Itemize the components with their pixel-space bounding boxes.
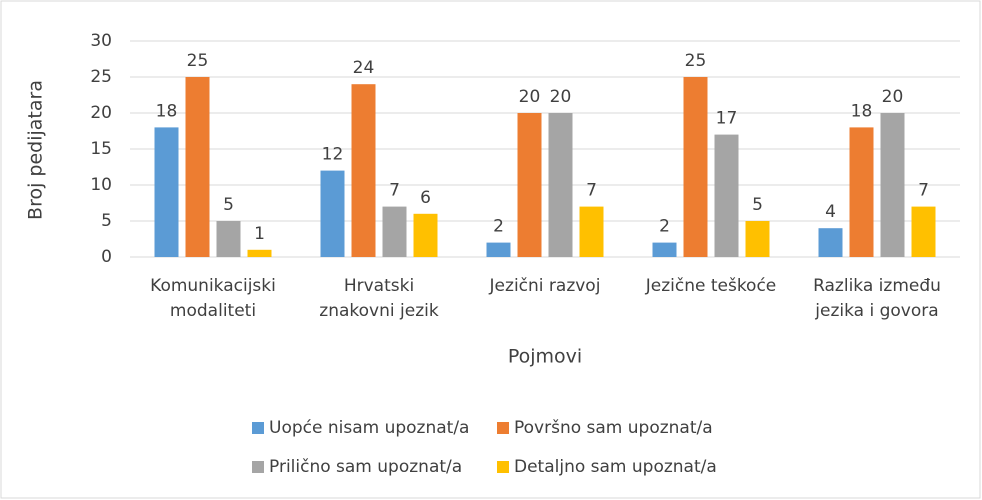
legend-label: Detaljno sam upoznat/a — [514, 457, 717, 477]
bar — [548, 113, 573, 257]
bar — [745, 221, 770, 257]
bar — [351, 84, 376, 257]
legend-swatch — [497, 422, 509, 434]
x-tick-label: Jezične teškoće — [645, 276, 777, 296]
data-label: 5 — [752, 195, 763, 215]
bar — [154, 127, 179, 258]
data-label: 20 — [550, 87, 572, 107]
legend-label: Uopće nisam upoznat/a — [269, 418, 469, 438]
legend-swatch — [497, 461, 509, 473]
data-label: 2 — [659, 217, 670, 237]
y-tick-label: 20 — [90, 103, 112, 123]
y-tick-label: 30 — [90, 31, 112, 51]
data-label: 7 — [389, 181, 400, 201]
bar — [320, 170, 345, 257]
legend-label: Prilično sam upoznat/a — [269, 457, 462, 477]
data-label: 20 — [519, 87, 541, 107]
data-label: 18 — [156, 101, 178, 121]
bar — [652, 242, 677, 257]
bar — [486, 242, 511, 257]
y-tick-label: 25 — [90, 67, 112, 87]
bar — [818, 228, 843, 257]
x-tick-label: Razlika između jezika i govora — [813, 276, 941, 321]
bar — [517, 113, 542, 257]
y-tick-label: 0 — [101, 247, 112, 267]
data-label: 4 — [825, 202, 836, 222]
y-tick-label: 10 — [90, 175, 112, 195]
bar — [880, 113, 905, 257]
data-label: 1 — [254, 224, 265, 244]
bar — [185, 77, 210, 257]
data-label: 20 — [882, 87, 904, 107]
data-label: 17 — [716, 109, 738, 129]
bar — [413, 213, 438, 257]
legend-label: Površno sam upoznat/a — [514, 418, 713, 438]
bar — [849, 127, 874, 258]
x-tick-label: Hrvatski znakovni jezik — [319, 276, 439, 321]
legend-swatch — [252, 422, 264, 434]
data-label: 25 — [685, 51, 707, 71]
bar — [714, 134, 739, 257]
bar — [382, 206, 407, 257]
legend-swatch — [252, 461, 264, 473]
data-label: 6 — [420, 188, 431, 208]
data-label: 12 — [322, 145, 344, 165]
data-label: 7 — [918, 181, 929, 201]
data-label: 7 — [586, 181, 597, 201]
data-label: 5 — [223, 195, 234, 215]
bar — [216, 221, 241, 257]
data-label: 2 — [493, 217, 504, 237]
bar — [911, 206, 936, 257]
bar — [683, 77, 708, 257]
x-axis-title: Pojmovi — [508, 346, 582, 368]
y-tick-label: 5 — [101, 211, 112, 231]
y-axis-title: Broj pedijatara — [25, 80, 47, 220]
x-tick-label: Jezični razvoj — [489, 276, 601, 296]
data-label: 18 — [851, 101, 873, 121]
data-label: 24 — [353, 58, 375, 78]
bar — [579, 206, 604, 257]
x-tick-label: Komunikacijski modaliteti — [150, 276, 276, 321]
bar — [247, 249, 272, 257]
data-label: 25 — [187, 51, 209, 71]
y-tick-label: 15 — [90, 139, 112, 159]
